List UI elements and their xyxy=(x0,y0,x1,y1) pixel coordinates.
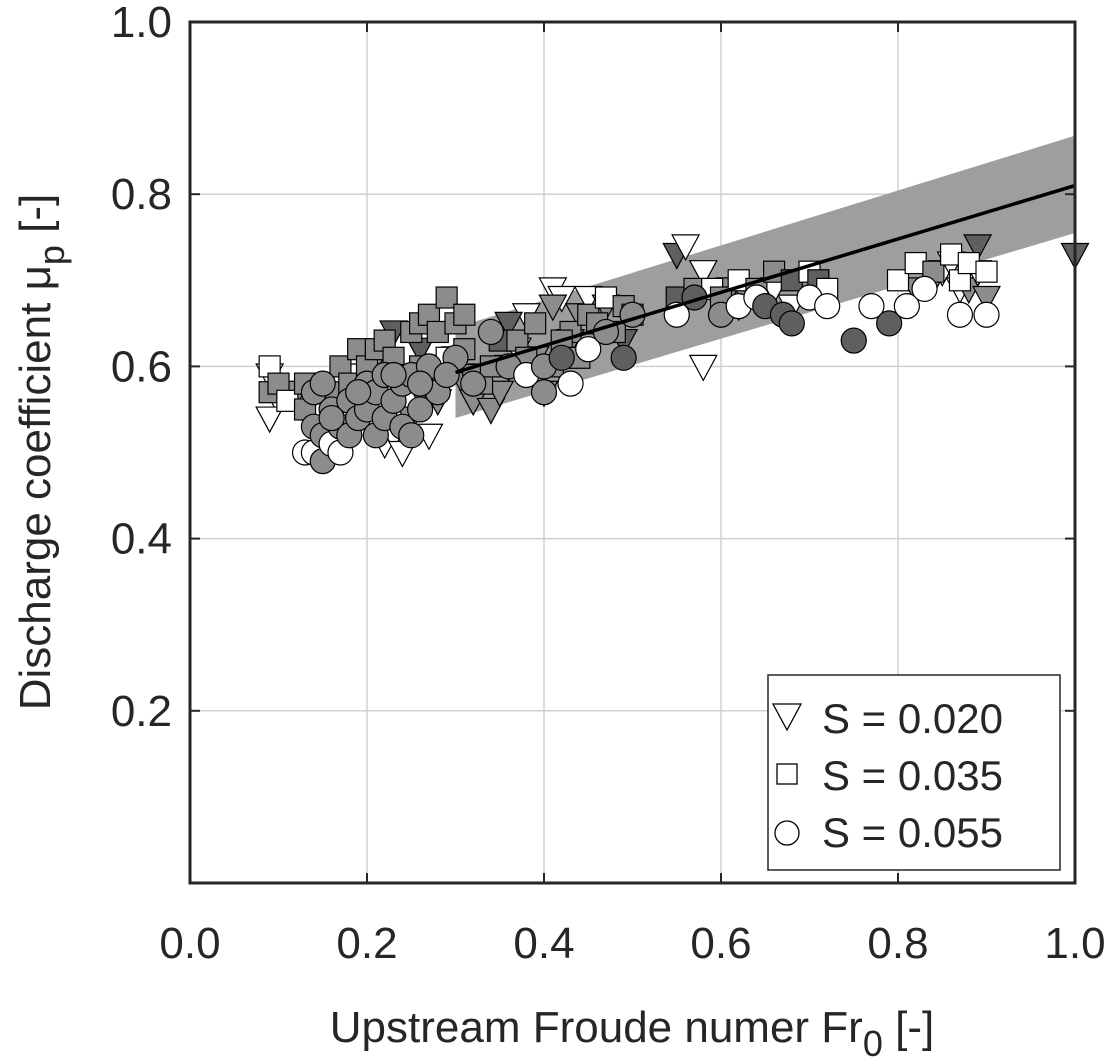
data-point-square xyxy=(886,269,910,292)
y-tick-label: 1.0 xyxy=(111,0,172,47)
plot-frame xyxy=(188,20,1077,885)
data-points-layer xyxy=(255,234,1090,475)
data-point-circle xyxy=(814,293,841,320)
data-point-circle xyxy=(345,379,372,406)
x-tick-label: 0.6 xyxy=(690,919,751,968)
data-point-triangle xyxy=(963,234,993,262)
grid-lines xyxy=(190,22,1075,883)
x-tick-label: 0.8 xyxy=(867,919,928,968)
legend-square-marker xyxy=(776,763,798,785)
data-point-circle xyxy=(407,396,434,423)
data-point-triangle xyxy=(476,397,506,425)
x-axis-label-subscript: 0 xyxy=(863,1023,883,1057)
y-axis-label: Discharge coefficient μ xyxy=(11,265,60,710)
data-point-square xyxy=(524,312,547,335)
y-tick-label: 0.8 xyxy=(111,170,172,219)
legend-box xyxy=(767,674,1061,871)
data-point-circle xyxy=(309,370,336,397)
y-axis-title: Discharge coefficient μp [-] xyxy=(11,194,72,711)
data-point-circle xyxy=(318,404,345,432)
data-point-circle xyxy=(460,370,487,397)
x-tick-label: 1.0 xyxy=(1044,919,1105,968)
x-tick-label: 0.4 xyxy=(513,919,574,968)
data-point-circle xyxy=(407,370,434,397)
legend-label-s035: S = 0.035 xyxy=(822,752,1003,799)
data-point-circle xyxy=(610,344,637,371)
data-point-square xyxy=(435,286,458,309)
data-point-circle xyxy=(840,327,867,354)
fit-line-layer xyxy=(454,183,1076,375)
legend-label-s020: S = 0.020 xyxy=(822,695,1003,742)
y-tick-label: 0.4 xyxy=(111,515,172,564)
data-point-circle xyxy=(575,336,602,363)
data-point-square xyxy=(975,260,998,283)
data-point-circle xyxy=(380,361,407,389)
x-tick-label: 0.2 xyxy=(336,919,397,968)
data-point-circle xyxy=(946,301,974,328)
axis-ticks: 0.0 0.2 0.4 0.6 0.8 1.0 0.2 0.4 0.6 0.8 1.0 xyxy=(111,0,1106,968)
data-point-triangle xyxy=(688,260,718,287)
data-point-circle xyxy=(548,344,575,371)
data-point-circle xyxy=(876,310,903,337)
data-point-circle xyxy=(557,370,584,397)
y-axis-label-subscript: p xyxy=(31,245,72,265)
data-point-triangle xyxy=(971,285,1002,313)
data-point-circle xyxy=(973,301,1000,328)
data-point-circle xyxy=(530,379,558,406)
legend-triangle-marker xyxy=(771,703,803,732)
x-axis-label-unit: [-] xyxy=(883,1003,934,1052)
data-point-circle xyxy=(398,422,425,449)
data-point-circle xyxy=(778,310,805,337)
data-point-circle xyxy=(433,361,460,389)
legend: S = 0.020 S = 0.035 S = 0.055 xyxy=(767,674,1061,871)
data-point-circle xyxy=(477,318,504,346)
legend-circle-marker xyxy=(774,820,800,846)
data-point-circle xyxy=(893,293,920,320)
data-point-triangle xyxy=(688,354,718,382)
y-tick-label: 0.2 xyxy=(111,687,172,736)
data-point-circle xyxy=(911,275,938,303)
data-point-circle xyxy=(858,293,885,320)
data-point-square xyxy=(453,303,476,326)
x-tick-label: 0.0 xyxy=(159,919,220,968)
fit-line xyxy=(454,183,1076,375)
x-axis-title: Upstream Froude numer Fr0 [-] xyxy=(330,1003,934,1057)
data-point-triangle xyxy=(538,294,568,322)
data-point-triangle xyxy=(671,234,701,262)
y-axis-label-unit: [-] xyxy=(11,194,60,245)
legend-label-s055: S = 0.055 xyxy=(822,809,1003,856)
x-axis-label: Upstream Froude numer Fr xyxy=(330,1003,863,1052)
data-point-triangle xyxy=(255,406,285,434)
y-tick-label: 0.6 xyxy=(111,342,172,391)
